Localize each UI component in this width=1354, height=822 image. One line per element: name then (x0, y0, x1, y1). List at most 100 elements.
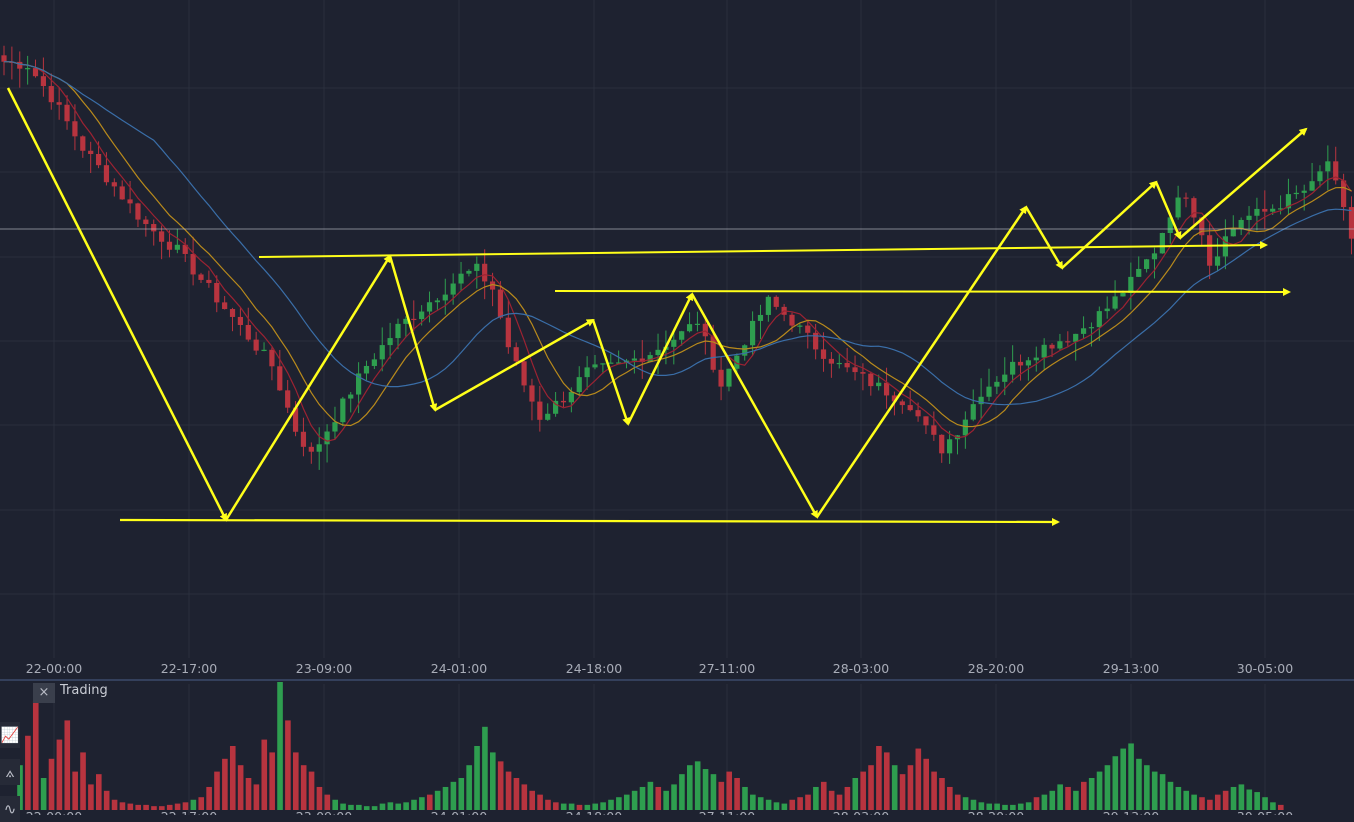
candle-body-101 (797, 325, 803, 327)
candle-body-68 (537, 401, 543, 420)
volume-bar-13 (119, 802, 126, 810)
volume-bar-30 (253, 784, 260, 810)
candle-body-109 (860, 372, 866, 374)
volume-bar-8 (80, 752, 86, 810)
volume-bar-82 (663, 790, 669, 810)
volume-bar-63 (513, 778, 520, 810)
volume-bar-109 (876, 746, 882, 810)
volume-bar-85 (687, 765, 693, 810)
volume-bar-7 (72, 771, 78, 810)
volume-bar-19 (166, 804, 173, 810)
candle-body-127 (1002, 374, 1008, 382)
candle-body-137 (1080, 328, 1087, 334)
candle-body-14 (111, 182, 117, 187)
candle-body-32 (253, 339, 259, 351)
candle-body-151 (1191, 198, 1197, 218)
candle-body-91 (718, 369, 724, 387)
volume-bar-14 (127, 803, 134, 810)
volume-bar-45 (371, 806, 378, 810)
candle-body-104 (820, 349, 827, 359)
candle-body-36 (285, 390, 291, 408)
candle-body-21 (166, 241, 173, 250)
volume-bar-159 (1270, 802, 1276, 810)
volume-bar-62 (505, 771, 512, 810)
volume-bar-22 (190, 799, 197, 810)
volume-bar-44 (363, 806, 370, 810)
volume-bar-124 (994, 803, 1000, 810)
volume-bar-153 (1222, 790, 1229, 810)
candle-body-30 (237, 316, 243, 326)
candle-body-83 (655, 349, 661, 356)
volume-bar-43 (356, 804, 362, 810)
wave-icon[interactable]: ∿ (0, 796, 20, 822)
candle-body-40 (316, 444, 322, 452)
volume-bar-16 (143, 804, 149, 810)
drawing-compass-icon[interactable]: ⟑ (0, 759, 20, 785)
volume-bar-78 (631, 790, 638, 810)
volume-bar-41 (340, 803, 346, 810)
volume-bar-10 (96, 774, 102, 810)
volume-bar-106 (852, 778, 859, 810)
candle-body-70 (553, 400, 559, 414)
candle-body-110 (868, 373, 874, 387)
candle-body-97 (765, 296, 771, 315)
candle-body-157 (1238, 219, 1244, 229)
volume-bar-34 (285, 720, 291, 810)
volume-bar-29 (245, 778, 252, 810)
candle-body-150 (1183, 197, 1189, 199)
volume-bar-69 (560, 803, 567, 810)
candle-body-67 (529, 385, 535, 402)
vol-tick-label-2: 23-09:00 (296, 809, 352, 815)
volume-bar-157 (1254, 792, 1260, 810)
candle-body-31 (245, 325, 251, 340)
volume-bar-141 (1128, 743, 1134, 810)
volume-bar-77 (623, 794, 630, 810)
close-panel-button[interactable]: × (33, 683, 55, 703)
volume-bar-128 (1025, 802, 1032, 810)
volume-bar-26 (222, 758, 228, 810)
ma-mid-line (3, 61, 1352, 428)
candle-body-111 (876, 382, 882, 387)
volume-bar-20 (174, 803, 181, 810)
volume-bar-55 (450, 781, 457, 810)
candle-body-61 (482, 263, 488, 282)
volume-bar-131 (1049, 790, 1056, 810)
candle-body-154 (1214, 256, 1221, 266)
volume-bar-139 (1112, 756, 1119, 810)
volume-bar-113 (907, 765, 914, 810)
candle-body-9 (72, 121, 78, 137)
candle-body-120 (947, 439, 953, 454)
volume-bar-60 (490, 752, 496, 810)
indicator-chart-icon[interactable]: 📈 (0, 722, 20, 748)
candle-body-51 (403, 318, 409, 324)
candle-body-135 (1065, 341, 1071, 343)
candle-body-132 (1041, 344, 1047, 358)
candle-body-73 (576, 377, 582, 393)
volume-bar-132 (1057, 784, 1063, 810)
volume-bar-149 (1191, 794, 1197, 810)
volume-bar-117 (939, 778, 945, 810)
candle-body-143 (1128, 276, 1134, 294)
candle-body-22 (174, 244, 180, 250)
candle-body-167 (1317, 171, 1323, 182)
volume-bar-74 (600, 802, 606, 810)
vol-tick-label-5: 27-11:00 (699, 809, 755, 815)
volume-bar-93 (750, 794, 756, 810)
volume-bar-143 (1144, 765, 1150, 810)
candle-body-55 (434, 300, 440, 303)
volume-bar-79 (639, 786, 646, 810)
candle-body-108 (852, 367, 858, 373)
candle-body-5 (40, 76, 46, 87)
candle-body-141 (1112, 296, 1118, 309)
candle-body-125 (986, 386, 992, 397)
candle-body-66 (521, 361, 527, 386)
candle-body-145 (1144, 259, 1150, 269)
candle-body-126 (994, 381, 1000, 387)
candle-body-29 (229, 309, 236, 317)
candle-body-166 (1309, 181, 1315, 191)
volume-bar-73 (592, 803, 599, 810)
candle-body-42 (332, 422, 338, 432)
volume-bar-6 (64, 720, 71, 810)
trend-arrow-10 (1154, 181, 1182, 240)
